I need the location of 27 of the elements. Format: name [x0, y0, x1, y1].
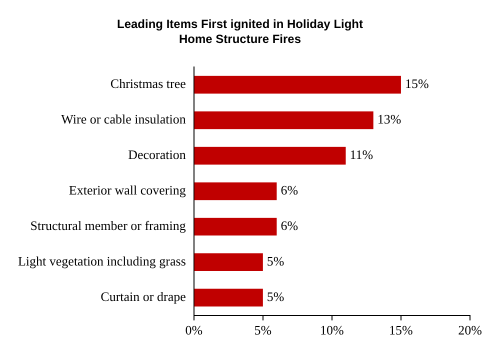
y-tick-label: Wire or cable insulation — [61, 112, 186, 127]
data-label: 15% — [404, 76, 429, 92]
bar — [194, 218, 277, 236]
x-tick-label: 15% — [389, 322, 414, 338]
data-label: 11% — [350, 147, 374, 162]
y-tick-label: Curtain or drape — [100, 289, 186, 304]
bar — [194, 146, 346, 165]
data-label: 5% — [266, 289, 284, 304]
data-label: 13% — [377, 112, 402, 127]
data-label: 6% — [280, 218, 298, 234]
data-label: 5% — [266, 254, 284, 269]
bar — [194, 253, 263, 272]
x-tick-label: 20% — [458, 322, 482, 338]
bar — [194, 76, 401, 94]
y-tick-label: Structural member or framing — [30, 218, 186, 234]
x-tick-label: 5% — [254, 322, 272, 338]
chart-title: Leading Items First ignited in Holiday Light Home Structure Fires — [116, 16, 364, 46]
x-tick-label: 10% — [320, 322, 344, 338]
y-tick-label: Exterior wall covering — [68, 182, 186, 198]
bar — [194, 111, 374, 130]
y-tick-label: Christmas tree — [110, 76, 186, 92]
bar — [194, 288, 263, 307]
data-label: 6% — [280, 182, 298, 198]
bar — [194, 182, 277, 200]
y-tick-label: Decoration — [128, 147, 186, 162]
x-tick-label: 0% — [185, 322, 203, 338]
y-tick-label: Light vegetation including grass — [18, 254, 186, 269]
